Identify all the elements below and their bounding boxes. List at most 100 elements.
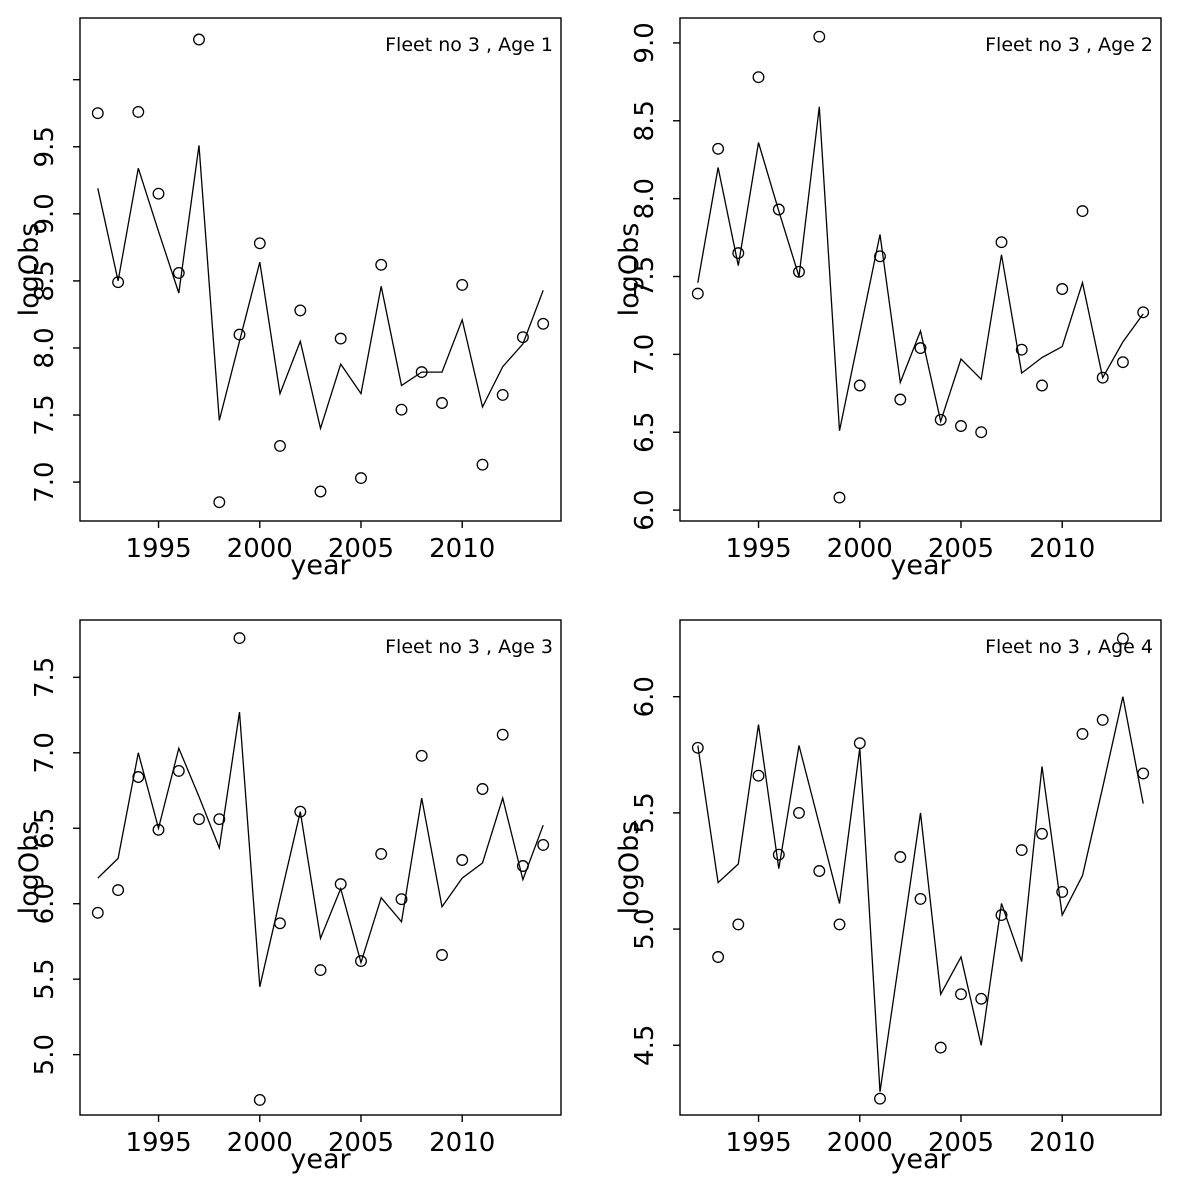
x-tick-label: 2000 bbox=[227, 1128, 293, 1158]
observation-point bbox=[456, 278, 469, 291]
observation-point bbox=[772, 203, 785, 216]
observation-point bbox=[516, 331, 529, 344]
observation-point bbox=[955, 988, 967, 1001]
observation-point bbox=[516, 860, 529, 872]
x-axis-title: year bbox=[290, 1144, 351, 1175]
y-tick-label: 8.5 bbox=[630, 100, 660, 141]
observation-point bbox=[1096, 713, 1109, 726]
observation-point bbox=[772, 848, 785, 861]
x-axis-title: year bbox=[290, 550, 351, 581]
x-tick-label: 1995 bbox=[125, 534, 191, 564]
y-tick-label: 8.5 bbox=[30, 260, 60, 301]
y-tick-label: 8.0 bbox=[30, 327, 60, 368]
observation-point bbox=[732, 247, 745, 260]
x-axis-title: year bbox=[890, 1144, 951, 1175]
observation-point bbox=[712, 142, 725, 155]
y-tick-label: 5.0 bbox=[630, 908, 660, 949]
observation-point bbox=[314, 964, 327, 977]
observation-point bbox=[1036, 827, 1048, 840]
observation-point bbox=[914, 342, 927, 355]
observation-point bbox=[1116, 632, 1129, 645]
plot-box bbox=[79, 619, 562, 1116]
y-tick-label: 5.5 bbox=[30, 958, 60, 999]
observation-point bbox=[213, 496, 226, 509]
observation-point bbox=[91, 107, 104, 120]
observation-point bbox=[152, 187, 165, 200]
observation-point bbox=[132, 771, 145, 783]
y-tick-label: 6.0 bbox=[630, 489, 660, 530]
y-tick-label: 7.0 bbox=[30, 461, 60, 502]
x-tick-label: 2000 bbox=[827, 1128, 893, 1158]
observation-point bbox=[894, 393, 907, 406]
observation-point bbox=[253, 1093, 266, 1106]
fitted-line bbox=[97, 145, 544, 431]
x-tick-label: 1995 bbox=[725, 1128, 791, 1158]
observation-point bbox=[395, 403, 408, 416]
observation-point bbox=[975, 992, 988, 1005]
observation-point bbox=[537, 317, 550, 330]
panel-title: Fleet no 3 , Age 2 bbox=[985, 34, 1153, 56]
x-tick-label: 2005 bbox=[328, 534, 394, 564]
observation-point bbox=[1015, 343, 1028, 356]
observation-point bbox=[813, 30, 826, 43]
y-tick-label: 8.0 bbox=[630, 178, 660, 219]
observation-point bbox=[375, 258, 388, 271]
observation-point bbox=[874, 1092, 886, 1105]
observation-point bbox=[456, 854, 469, 866]
observation-point bbox=[496, 388, 509, 401]
observation-point bbox=[314, 485, 327, 498]
panel-fleet3-age4: 1995 2000 2005 2010 4.5 5.0 5.5 6.0 year logObs Fl… bbox=[600, 600, 1200, 1200]
plot-1: 1995 2000 2005 2010 7.0 7.5 8.0 8.5 9.0 9.5 year lo… bbox=[14, 17, 562, 581]
observation-point bbox=[995, 909, 1008, 922]
observation-point bbox=[415, 749, 428, 762]
plot-4: 1995 2000 2005 2010 4.5 5.0 5.5 6.0 year logObs Fl… bbox=[614, 619, 1162, 1175]
observation-point bbox=[334, 332, 347, 345]
plot-box bbox=[79, 17, 562, 522]
observation-point bbox=[1116, 356, 1129, 369]
observation-point bbox=[691, 287, 704, 300]
observation-point bbox=[294, 304, 307, 317]
fitted-line bbox=[697, 106, 1144, 431]
observation-point bbox=[253, 237, 266, 250]
x-tick-label: 2010 bbox=[1029, 1128, 1095, 1158]
observation-point bbox=[193, 33, 205, 46]
x-tick-label: 2005 bbox=[928, 534, 994, 564]
y-tick-label: 9.5 bbox=[30, 126, 60, 167]
observation-point bbox=[712, 951, 725, 963]
y-tick-label: 5.5 bbox=[630, 792, 660, 833]
observation-point bbox=[334, 878, 347, 891]
y-axis-title: logObs bbox=[14, 821, 45, 915]
observation-point bbox=[1076, 205, 1089, 218]
observation-point bbox=[172, 266, 185, 279]
x-axis-title: year bbox=[890, 550, 951, 581]
y-tick-label: 7.5 bbox=[30, 394, 60, 435]
plot-3: 1995 2000 2005 2010 5.0 5.5 6.0 6.5 7.0 7.5 year lo… bbox=[14, 619, 562, 1175]
panel-fleet3-age2: 1995 2000 2005 2010 6.0 6.5 7.0 7.5 8.0 8.5 9.0 yea… bbox=[600, 0, 1200, 600]
observation-point bbox=[1056, 283, 1069, 295]
observation-point bbox=[975, 426, 988, 439]
y-tick-label: 6.5 bbox=[630, 412, 660, 453]
observation-point bbox=[752, 769, 765, 782]
observation-point bbox=[355, 472, 367, 485]
observation-point bbox=[395, 893, 408, 906]
panel-fleet3-age3: 1995 2000 2005 2010 5.0 5.5 6.0 6.5 7.0 7.5 year lo… bbox=[0, 600, 600, 1200]
observation-point bbox=[995, 236, 1008, 249]
observation-point bbox=[833, 918, 846, 931]
observation-point bbox=[274, 439, 286, 452]
observation-point bbox=[294, 805, 307, 818]
observation-point bbox=[1056, 885, 1069, 898]
plot-box bbox=[679, 17, 1162, 522]
observation-point bbox=[132, 105, 145, 118]
fitted-line bbox=[697, 696, 1144, 1092]
x-tick-label: 2000 bbox=[227, 534, 293, 564]
observation-point bbox=[853, 379, 866, 392]
plot-2: 1995 2000 2005 2010 6.0 6.5 7.0 7.5 8.0 8.5 9.0 yea… bbox=[614, 17, 1162, 581]
observation-point bbox=[355, 955, 367, 968]
observation-point bbox=[793, 265, 805, 278]
x-tick-label: 2000 bbox=[827, 534, 893, 564]
observation-point bbox=[1036, 379, 1048, 392]
panel-title: Fleet no 3 , Age 4 bbox=[985, 636, 1153, 658]
observation-point bbox=[476, 783, 489, 795]
observation-point bbox=[914, 892, 927, 905]
